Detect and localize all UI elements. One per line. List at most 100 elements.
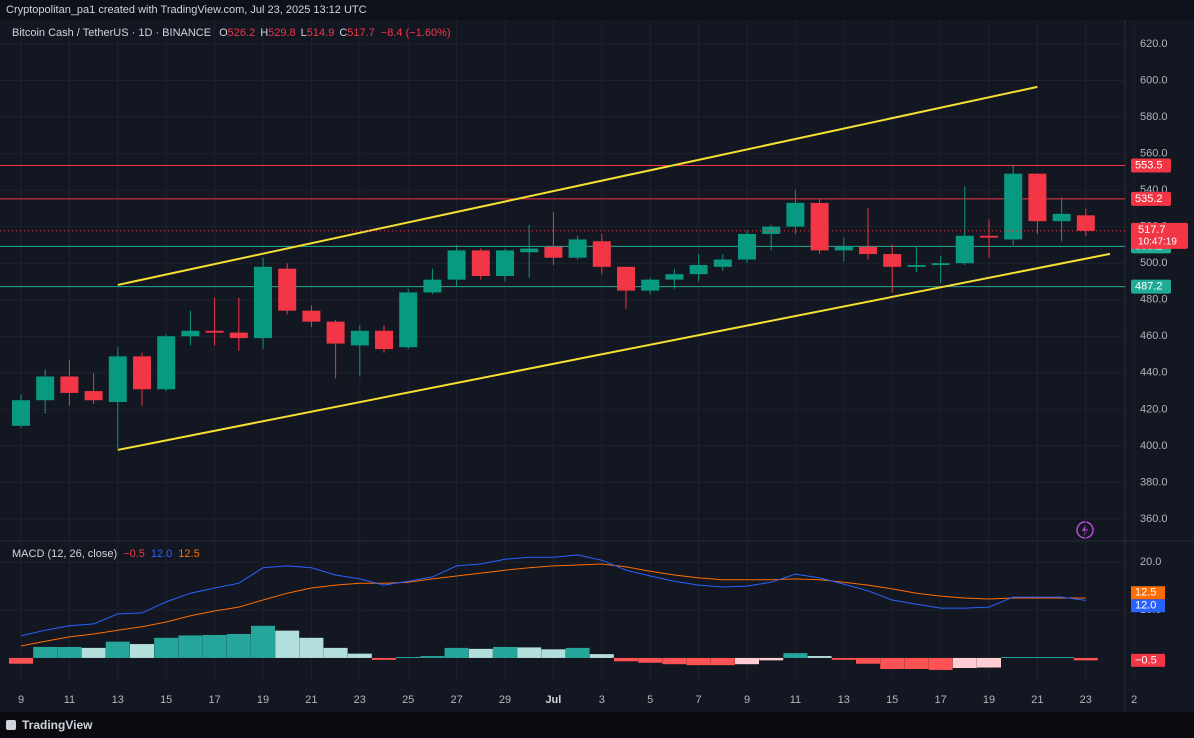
x-tick-label: 17 bbox=[208, 694, 220, 706]
level-label: 553.5 bbox=[1135, 159, 1163, 171]
histogram-bar bbox=[904, 657, 929, 669]
histogram-bar bbox=[1025, 656, 1050, 658]
legend-letter: O bbox=[219, 27, 228, 39]
x-tick-label: 21 bbox=[1031, 694, 1043, 706]
histogram-bar bbox=[880, 657, 905, 669]
candle-body bbox=[955, 235, 974, 264]
trendline bbox=[117, 85, 1038, 286]
candle-body bbox=[520, 248, 539, 253]
histogram-bar bbox=[783, 653, 808, 658]
x-tick-label: 23 bbox=[354, 694, 366, 706]
signal-line bbox=[20, 563, 1086, 647]
histogram-bar bbox=[468, 648, 493, 658]
histogram-bar bbox=[662, 657, 687, 665]
macd-legend-value: 12.0 bbox=[151, 548, 172, 560]
x-tick-label: 3 bbox=[599, 694, 605, 706]
x-tick-label: 15 bbox=[160, 694, 172, 706]
y-tick-label: 500.0 bbox=[1140, 257, 1168, 269]
histogram-bar bbox=[251, 625, 275, 658]
x-tick-label: 23 bbox=[1080, 694, 1092, 706]
x-tick-label: 7 bbox=[696, 694, 702, 706]
candle-body bbox=[423, 279, 442, 293]
histogram-bar bbox=[493, 646, 517, 658]
level-tag bbox=[1131, 279, 1171, 294]
y-tick-label: 420.0 bbox=[1140, 403, 1168, 415]
candle-body bbox=[738, 233, 756, 260]
candle-body bbox=[544, 246, 563, 258]
legend-change: −8.4 (−1.60%) bbox=[381, 27, 451, 39]
candle-body bbox=[326, 321, 345, 344]
candle-body bbox=[447, 250, 466, 280]
candle-body bbox=[641, 279, 660, 291]
histogram-bar bbox=[807, 656, 832, 658]
legend-value: 526.2 bbox=[228, 27, 256, 39]
x-tick-label: 29 bbox=[499, 694, 511, 706]
legend-title: Bitcoin Cash / TetherUS · 1D · BINANCE bbox=[12, 27, 211, 39]
candle-body bbox=[496, 250, 514, 276]
histogram-bar bbox=[1001, 656, 1026, 658]
histogram-bar bbox=[759, 657, 784, 661]
y-tick-label: 620.0 bbox=[1140, 38, 1168, 50]
histogram-bar bbox=[928, 657, 953, 670]
x-tick-label: 13 bbox=[838, 694, 850, 706]
price-tag bbox=[1131, 222, 1188, 249]
candle-body bbox=[617, 266, 635, 291]
candle-body bbox=[713, 259, 732, 267]
histogram-bar bbox=[323, 647, 348, 658]
candle-body bbox=[931, 263, 950, 266]
histogram-bar bbox=[952, 657, 977, 669]
value-tag bbox=[1131, 586, 1165, 600]
level-label: 487.2 bbox=[1135, 280, 1163, 292]
histogram-bar bbox=[226, 633, 251, 658]
legend-value: 517.7 bbox=[347, 27, 375, 39]
x-tick-label: 13 bbox=[112, 694, 124, 706]
candle-body bbox=[181, 330, 200, 337]
histogram-bar bbox=[81, 647, 106, 658]
x-tick-label: 9 bbox=[18, 694, 24, 706]
y-tick-label: 480.0 bbox=[1140, 294, 1168, 306]
candle-body bbox=[689, 265, 708, 275]
footer-brand: TradingView bbox=[22, 718, 93, 732]
histogram-bar bbox=[299, 637, 324, 658]
candle-body bbox=[786, 202, 805, 227]
x-tick-label: 2 bbox=[1131, 694, 1137, 706]
histogram-bar bbox=[372, 657, 396, 660]
histogram-bar bbox=[9, 657, 33, 664]
candle-body bbox=[375, 330, 393, 350]
histogram-bar bbox=[686, 657, 711, 666]
candle-body bbox=[1076, 215, 1095, 231]
macd-legend: MACD (12, 26, close) −0.5 12.0 12.5 bbox=[12, 548, 200, 560]
macd-line bbox=[20, 554, 1086, 637]
candle-body bbox=[883, 254, 902, 267]
histogram-bar bbox=[517, 647, 542, 658]
candle-body bbox=[471, 250, 490, 276]
y-tick-label: 380.0 bbox=[1140, 476, 1168, 488]
candle-body bbox=[157, 336, 176, 390]
legend-letter: H bbox=[260, 27, 268, 39]
candle-body bbox=[1052, 213, 1071, 222]
x-tick-label: 25 bbox=[402, 694, 414, 706]
histogram-bar bbox=[977, 657, 1001, 668]
x-tick-label: 27 bbox=[450, 694, 462, 706]
histogram-bar bbox=[589, 654, 614, 658]
macd-legend-value: −0.5 bbox=[123, 548, 145, 560]
candle-body bbox=[592, 241, 611, 267]
candle-body bbox=[302, 310, 321, 322]
legend-letter: C bbox=[339, 27, 347, 39]
tv-logo bbox=[6, 720, 16, 730]
histogram-bar bbox=[396, 656, 421, 658]
candle-body bbox=[350, 330, 369, 346]
level-label: 535.2 bbox=[1135, 193, 1163, 205]
legend: Bitcoin Cash / TetherUS · 1D · BINANCE O5… bbox=[12, 27, 451, 39]
countdown: 10:47:19 bbox=[1138, 236, 1177, 247]
histogram-bar bbox=[1073, 657, 1098, 661]
candle-body bbox=[12, 400, 30, 426]
candle-body bbox=[568, 239, 587, 258]
candle-body bbox=[84, 391, 103, 401]
y-tick-label: 400.0 bbox=[1140, 440, 1168, 452]
histogram-bar bbox=[33, 646, 58, 658]
histogram-bar bbox=[420, 656, 445, 658]
value-tag-label: −0.5 bbox=[1135, 654, 1157, 666]
